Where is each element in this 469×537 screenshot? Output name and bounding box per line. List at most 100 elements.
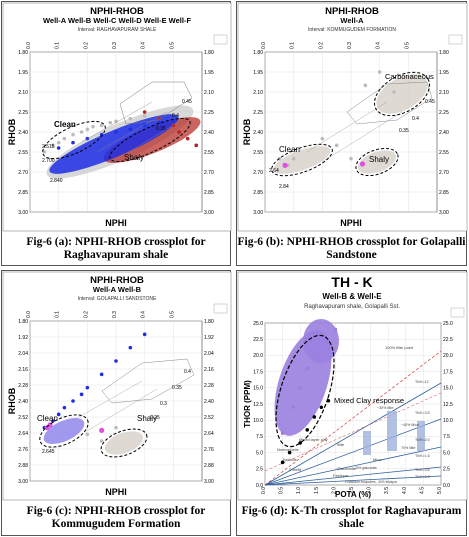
data-point [142, 110, 147, 114]
annotation-shaly: Shaly [369, 155, 389, 164]
y-tick-label: 2.85 [439, 190, 449, 196]
y-axis-label: RHOB [7, 118, 17, 145]
y-tick-labels-left: 0.0 2.5 5.0 7.5 10.0 12.5 15.0 17.5 20.0 22.5 25.0 [253, 321, 263, 489]
y-tick-label: 1.80 [439, 50, 449, 56]
y-tick-label: 2.55 [439, 150, 449, 156]
y-tick-label: 3.00 [439, 210, 449, 216]
y-tick-label: 1.92 [18, 335, 28, 341]
x-tick-label: 0.2 [83, 42, 89, 49]
chart-subtitle: Well-A Well-B [93, 285, 142, 294]
y-tick-label: 2.88 [18, 463, 28, 469]
figure-caption: Fig-6 (b): NPHI-RHOB crossplot for Golap… [237, 236, 466, 262]
data-point [51, 419, 55, 423]
x-tick-label: 5.0 [437, 487, 443, 494]
y-tick-label: 2.55 [18, 150, 28, 156]
y-tick-label: 1.80 [204, 50, 214, 56]
y-tick-label: 2.16 [18, 367, 28, 373]
y-axis-label: RHOB [242, 118, 252, 145]
annotation-shaly: Shaly [137, 414, 157, 423]
y-tick-label: 2.10 [439, 90, 449, 96]
data-point [114, 359, 118, 363]
y-tick-labels-left: 1.80 1.95 2.10 2.25 2.40 2.55 2.70 2.85 3.00 [18, 50, 28, 216]
chart-title: TH - K [331, 274, 372, 290]
annotation-chlorite: Chlorite [289, 468, 301, 472]
annotation-carbonaceous: Carbonaceous [385, 72, 434, 81]
data-point [99, 439, 104, 443]
side-box [213, 303, 228, 314]
x-tick-label: 0.3 [112, 42, 118, 49]
x-tick-label: 2.0 [331, 487, 337, 494]
x-tick-label: 0.4 [376, 42, 382, 49]
y-tick-label: 20.0 [443, 353, 453, 359]
x-tick-label: 0.3 [347, 42, 353, 49]
y-tick-label: 12.5 [253, 402, 263, 408]
x-tick-label: 0.2 [318, 42, 324, 49]
y-tick-labels-left: 1.80 1.92 2.04 2.16 2.28 2.40 2.52 2.64 2.76 2.88… [18, 319, 28, 485]
grid-label: 0.35 [399, 128, 409, 134]
y-axis-label: RHOB [7, 387, 17, 414]
y-tick-label: 2.70 [253, 170, 263, 176]
y-tick-label: 2.40 [439, 130, 449, 136]
y-tick-label: 2.70 [439, 170, 449, 176]
side-label: 2.515 [42, 144, 55, 150]
x-tick-labels: 0.0 0.1 0.2 0.3 0.4 0.5 [26, 311, 175, 318]
annotation-thk12: Th/K=12 [415, 380, 429, 384]
data-point [280, 431, 285, 435]
y-tick-label: 15.0 [253, 386, 263, 392]
x-tick-label: 0.5 [169, 42, 175, 49]
data-point [85, 136, 90, 141]
data-point [333, 327, 338, 332]
x-tick-label: 4.0 [402, 487, 408, 494]
y-tick-labels-right: 1.80 1.95 2.10 2.25 2.40 2.55 2.70 2.85 3.00 [439, 50, 449, 216]
caption-line-2: Kommugudem Formation [51, 518, 181, 530]
x-tick-label: 0.3 [112, 311, 118, 318]
data-point [291, 405, 295, 410]
y-tick-label: 25.0 [253, 321, 263, 327]
y-tick-label: 20.0 [253, 353, 263, 359]
caption-line-1: Fig-6 (a): NPHI-RHOB crossplot for [26, 236, 206, 248]
side-label: 2.645 [42, 449, 55, 455]
data-point [185, 136, 190, 141]
data-point [128, 116, 133, 121]
annotation-glauconite: Glauconite [337, 466, 357, 471]
x-tick-label: 0.5 [279, 487, 285, 494]
x-tick-label: 3.5 [384, 487, 390, 494]
annotation-clean: Clean [54, 120, 76, 129]
data-point [291, 156, 296, 161]
y-tick-label: 12.5 [443, 402, 453, 408]
y-tick-label: 1.95 [439, 70, 449, 76]
data-point [128, 127, 133, 132]
y-tick-label: 2.25 [204, 110, 214, 116]
y-tick-label: 2.10 [253, 90, 263, 96]
y-tick-label: 2.25 [439, 110, 449, 116]
y-tick-label: 1.80 [18, 50, 28, 56]
x-axis-label: NPHI [340, 218, 362, 228]
chart-interval: Interval: KOMMUGUDEM FORMATION [308, 27, 396, 33]
data-point [114, 130, 118, 134]
data-point [171, 119, 176, 124]
grid-label: 0.3 [160, 401, 167, 407]
x-tick-label: 0.5 [404, 42, 410, 49]
data-point [56, 412, 61, 417]
caption-line-2: Sandstone [326, 249, 377, 261]
data-point [312, 415, 317, 419]
x-tick-label: 0.5 [169, 311, 175, 318]
data-point [287, 450, 292, 455]
data-point [177, 130, 181, 134]
annotation-evaporites: Potassium evaporites, -30% feldspar [345, 480, 398, 484]
zone-outlines [42, 81, 193, 163]
data-point [319, 405, 324, 410]
zone-outlines [39, 358, 195, 458]
grid-label: 0.45 [425, 99, 435, 105]
side-box [450, 307, 465, 318]
y-tick-label: 2.25 [18, 110, 28, 116]
data-point [377, 70, 382, 74]
data-point [298, 386, 302, 390]
x-axis-label: POTA (%) [335, 490, 371, 499]
data-point [99, 427, 105, 433]
panel-c: NPHI-RHOB Well-A Well-B Interval: GOLAPA… [1, 270, 232, 536]
y-tick-label: 0.0 [443, 483, 450, 489]
y-tick-label: 2.40 [253, 130, 263, 136]
y-tick-label: 2.16 [204, 367, 214, 373]
y-tick-label: 22.5 [253, 337, 263, 343]
